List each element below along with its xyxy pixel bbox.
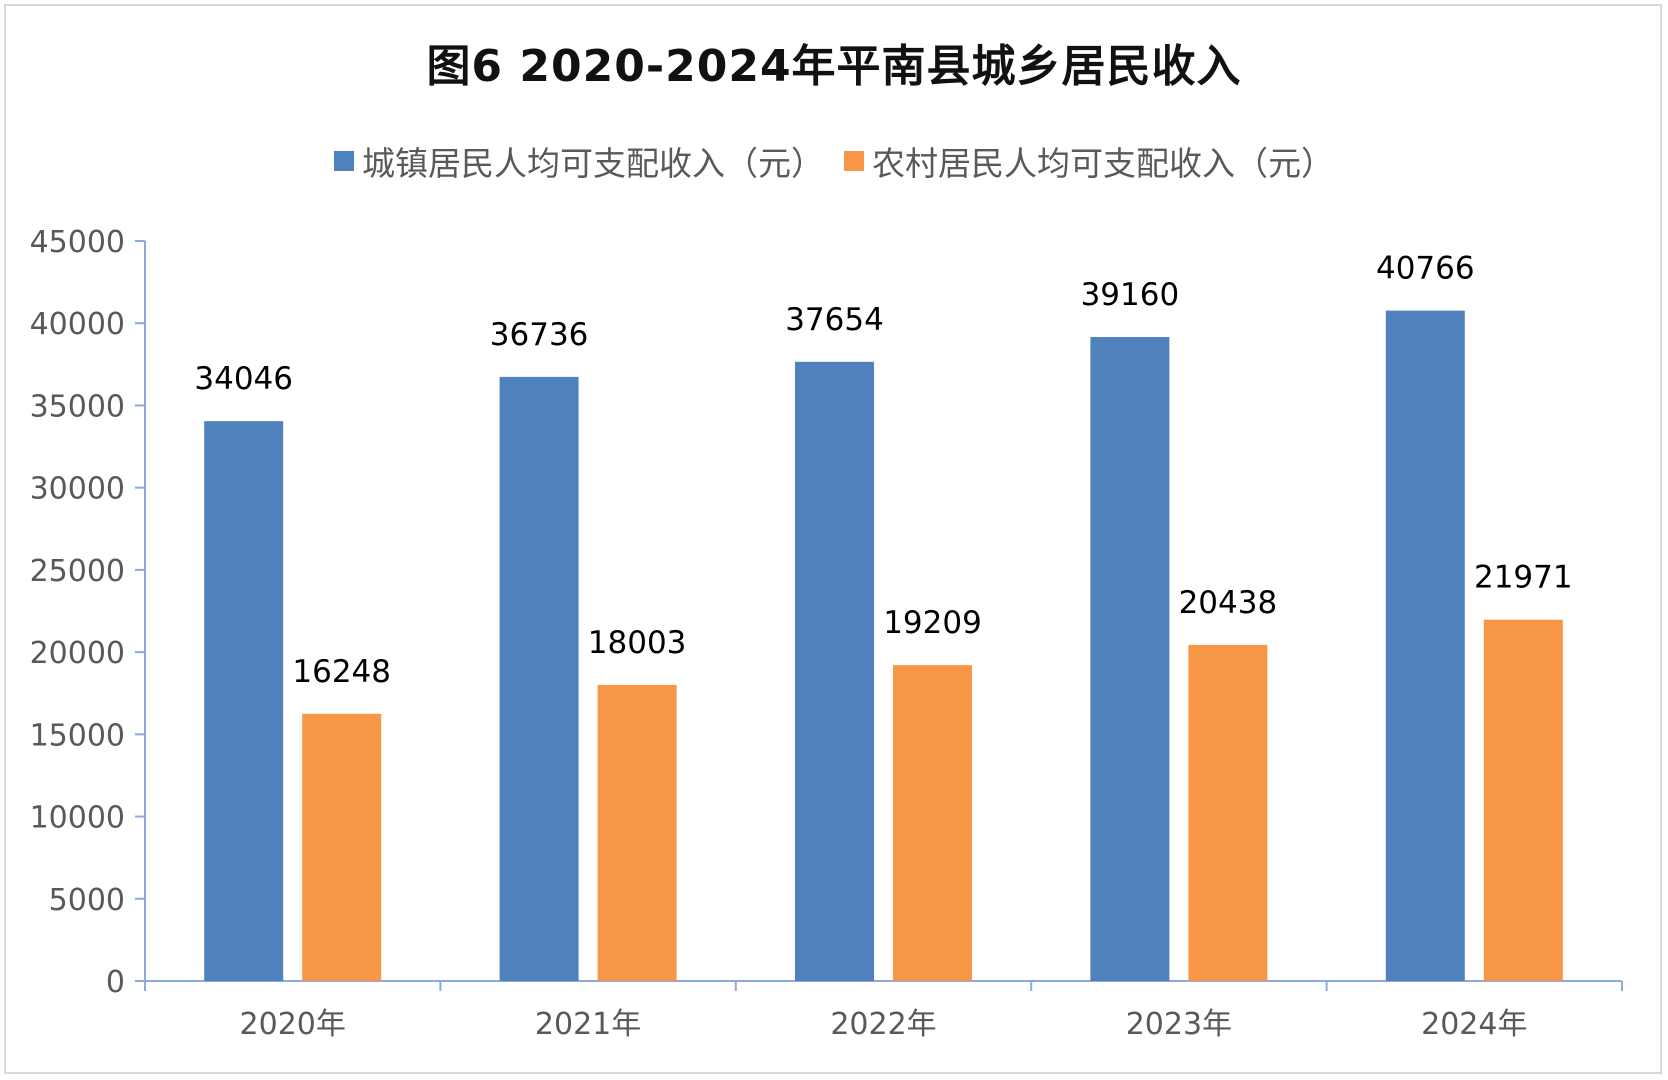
data-label-urban: 36736	[490, 317, 589, 353]
x-tick-label: 2020年	[240, 1007, 346, 1042]
bar-rural	[893, 665, 972, 981]
legend-item-rural: 农村居民人均可支配收入（元）	[844, 137, 1334, 185]
bar-rural	[1188, 644, 1268, 981]
data-label-rural: 16248	[292, 654, 391, 690]
chart-title: 图6 2020-2024年平南县城乡居民收入	[426, 41, 1242, 92]
y-tick-label: 5000	[49, 883, 125, 918]
data-label-rural: 19209	[883, 605, 982, 641]
data-label-urban: 37654	[785, 302, 884, 338]
y-tick-label: 10000	[30, 801, 125, 836]
bar-rural	[302, 713, 382, 981]
bar-rural	[1483, 619, 1563, 981]
y-tick-label: 25000	[30, 554, 125, 589]
data-label-urban: 40766	[1376, 251, 1475, 287]
x-tick-label: 2023年	[1126, 1007, 1232, 1042]
y-tick-label: 35000	[30, 389, 125, 424]
bar-urban	[1090, 337, 1170, 982]
y-tick-label: 20000	[30, 636, 125, 671]
chart-legend: 城镇居民人均可支配收入（元） 农村居民人均可支配收入（元）	[0, 137, 1668, 185]
x-tick-label: 2022年	[830, 1007, 936, 1042]
data-label-urban: 39160	[1081, 277, 1180, 313]
legend-label-urban: 城镇居民人均可支配收入（元）	[362, 144, 824, 183]
legend-swatch-rural	[844, 151, 864, 171]
legend-item-urban: 城镇居民人均可支配收入（元）	[334, 137, 824, 185]
x-tick-label: 2021年	[535, 1007, 641, 1042]
y-tick-label: 0	[106, 965, 125, 1000]
legend-label-rural: 农村居民人均可支配收入（元）	[872, 144, 1334, 183]
legend-swatch-urban	[334, 151, 354, 171]
y-tick-label: 40000	[30, 307, 125, 342]
bar-urban	[1385, 310, 1465, 982]
data-label-urban: 34046	[194, 361, 293, 397]
data-label-rural: 21971	[1474, 560, 1573, 596]
bar-urban	[795, 361, 874, 981]
data-label-rural: 18003	[588, 625, 687, 661]
bar-urban	[204, 421, 284, 981]
x-tick-label: 2024年	[1421, 1007, 1527, 1042]
y-tick-label: 30000	[30, 472, 125, 507]
y-tick-label: 15000	[30, 718, 125, 753]
bar-rural	[597, 684, 677, 981]
y-tick-label: 45000	[30, 225, 125, 260]
data-label-rural: 20438	[1179, 585, 1278, 621]
bar-urban	[499, 376, 579, 982]
